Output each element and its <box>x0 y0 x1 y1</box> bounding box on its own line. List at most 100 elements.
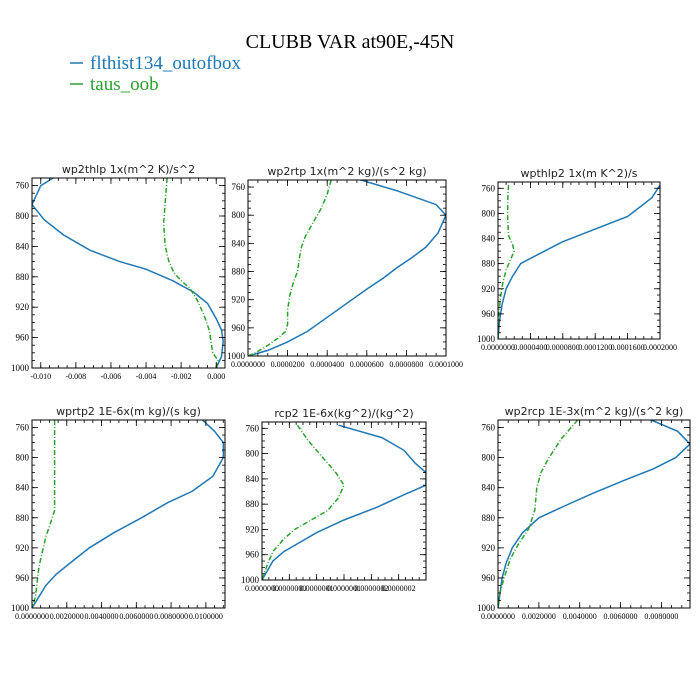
plot-frame <box>31 419 226 609</box>
y-tick-label: 960 <box>16 573 30 583</box>
x-tick-label: 0.0040000 <box>85 612 119 621</box>
panel-2: wp2rtp 1x(m^2 kg)/(s^2 kg) 760 800 840 880 92… <box>227 165 463 369</box>
legend: flthist134_outofbox taus_oob <box>70 53 241 95</box>
y-tick-label: 760 <box>16 423 30 433</box>
y-tick-label: 880 <box>232 267 246 277</box>
y-tick-label: 880 <box>16 272 30 282</box>
y-tick-label: 800 <box>482 208 496 218</box>
y-tick-label: 880 <box>482 259 496 269</box>
y-tick-label: 1000 <box>227 351 246 361</box>
series-line-flthist134-outofbox <box>498 420 690 608</box>
y-tick-label: 800 <box>16 453 30 463</box>
x-tick-label: 0.0001600 <box>611 343 645 352</box>
series-line-taus-oob <box>32 420 56 608</box>
y-tick-label: 760 <box>482 183 496 193</box>
x-tick-label: 0.0000400 <box>310 360 344 369</box>
y-tick-label: 840 <box>246 474 260 484</box>
legend-label-1: flthist134_outofbox <box>90 53 241 74</box>
x-tick-label: 0.0002000 <box>643 343 677 352</box>
y-tick-label: 800 <box>482 453 496 463</box>
x-tick-label: 0.0000600 <box>350 360 384 369</box>
x-tick-label: 0.0000002 <box>382 584 416 593</box>
y-tick-label: 1000 <box>11 603 30 613</box>
y-tick-label: 840 <box>16 483 30 493</box>
x-tick-label: -0.002 <box>171 372 192 381</box>
legend-label-2: taus_oob <box>90 74 159 95</box>
plot-frame <box>261 421 427 581</box>
series-line-taus-oob <box>498 185 515 339</box>
x-tick-label: 0.0000800 <box>546 343 580 352</box>
plot-frame <box>31 177 226 369</box>
x-tick-label: 0.000 <box>207 372 225 381</box>
y-tick-label: 800 <box>16 211 30 221</box>
y-tick-label: 760 <box>16 181 30 191</box>
x-tick-label: -0.006 <box>101 372 122 381</box>
series-line-taus-oob <box>262 424 345 580</box>
series-line-flthist134-outofbox <box>262 424 426 580</box>
x-tick-label: 0.0000001 <box>327 584 361 593</box>
y-tick-label: 960 <box>246 550 260 560</box>
y-tick-label: 840 <box>232 238 246 248</box>
y-tick-label: 920 <box>16 302 30 312</box>
x-tick-label: 0.0060000 <box>604 612 638 621</box>
y-tick-label: 1000 <box>11 363 30 373</box>
y-tick-label: 960 <box>16 333 30 343</box>
series-line-flthist134-outofbox <box>498 184 660 339</box>
panel-title: wpthlp2 1x(m K^2)/s <box>521 167 638 180</box>
x-tick-label: -0.008 <box>66 372 87 381</box>
x-tick-label: 0.0000200 <box>271 360 305 369</box>
plot-frame <box>247 179 447 357</box>
x-tick-label: 0.0001000 <box>429 360 463 369</box>
y-tick-label: 1000 <box>477 603 496 613</box>
x-tick-label: 0.0000000 <box>245 584 279 593</box>
panel-title: wp2thlp 1x(m^2 K)/s^2 <box>62 163 195 176</box>
y-tick-label: 880 <box>482 513 496 523</box>
x-tick-label: 0.0040000 <box>563 612 597 621</box>
figure-title: CLUBB VAR at90E,-45N <box>246 31 455 53</box>
y-tick-label: 840 <box>16 241 30 251</box>
panel-title: wp2rtp 1x(m^2 kg)/(s^2 kg) <box>267 165 426 178</box>
y-tick-label: 880 <box>16 513 30 523</box>
series-line-flthist134-outofbox <box>248 180 446 356</box>
series-line-taus-oob <box>498 420 579 608</box>
plot-frame <box>497 181 661 340</box>
x-tick-label: 0.0020000 <box>50 612 84 621</box>
y-tick-label: 840 <box>482 483 496 493</box>
x-tick-label: 0.0080000 <box>644 612 678 621</box>
y-tick-label: 1000 <box>241 575 260 585</box>
y-tick-label: 880 <box>246 499 260 509</box>
panel-title: rcp2 1E-6x(kg^2)/(kg^2) <box>274 407 413 420</box>
y-tick-label: 1000 <box>477 334 496 344</box>
x-tick-label: 0.0000800 <box>389 360 423 369</box>
x-tick-label: 0.0000000 <box>272 584 306 593</box>
x-tick-label: 0.0000000 <box>481 612 515 621</box>
series-line-taus-oob <box>248 180 332 356</box>
x-tick-label: 0.0000400 <box>513 343 547 352</box>
y-tick-label: 960 <box>482 309 496 319</box>
y-tick-label: 760 <box>482 423 496 433</box>
y-tick-label: 920 <box>16 543 30 553</box>
panel-title: wprtp2 1E-6x(m kg)/(s kg) <box>56 405 201 418</box>
panel-4: wprtp2 1E-6x(m kg)/(s kg) 760 800 840 880 920… <box>11 405 226 621</box>
y-tick-label: 960 <box>232 323 246 333</box>
panel-3: wpthlp2 1x(m K^2)/s 760 800 840 880 920 960 100… <box>477 167 677 352</box>
series-line-taus-oob <box>162 178 219 368</box>
x-tick-label: 0.0020000 <box>522 612 556 621</box>
y-tick-label: 760 <box>246 423 260 433</box>
y-tick-label: 800 <box>246 449 260 459</box>
x-tick-label: 0.0080000 <box>154 612 188 621</box>
x-tick-label: 0.0001200 <box>578 343 612 352</box>
series-line-flthist134-outofbox <box>32 178 224 368</box>
x-tick-label: 0.0000001 <box>300 584 334 593</box>
y-tick-label: 920 <box>232 295 246 305</box>
y-tick-label: 920 <box>482 543 496 553</box>
y-tick-label: 920 <box>482 284 496 294</box>
x-tick-label: 0.0060000 <box>119 612 153 621</box>
panel-1: wp2thlp 1x(m^2 K)/s^2 760 800 840 880 920 960 1… <box>11 163 226 381</box>
y-tick-label: 840 <box>482 234 496 244</box>
x-tick-label: 0.0000000 <box>15 612 49 621</box>
plot-frame <box>497 419 691 609</box>
panel-6: wp2rcp 1E-3x(m^2 kg)/(s^2 kg) 760 800 840 88… <box>477 405 691 621</box>
x-tick-label: -0.004 <box>136 372 157 381</box>
